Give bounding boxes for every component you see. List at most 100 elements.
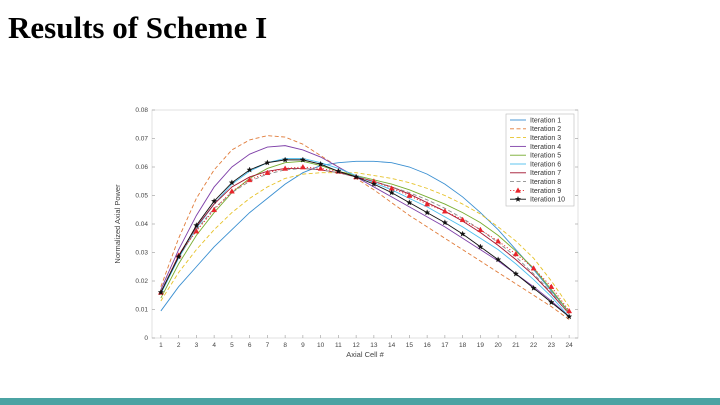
series-line	[160, 159, 570, 317]
star-marker	[388, 189, 395, 196]
star-marker	[406, 199, 413, 206]
series-line	[160, 135, 570, 320]
y-tick-label: 0.01	[135, 307, 148, 314]
legend-entry: Iteration 7	[530, 170, 561, 177]
x-tick-label: 1	[159, 342, 163, 349]
y-tick-label: 0	[144, 335, 148, 342]
star-marker	[441, 219, 448, 226]
triangle-marker	[317, 165, 324, 171]
triangle-marker	[459, 216, 466, 223]
x-tick-label: 21	[512, 342, 520, 349]
legend: Iteration 1 Iteration 2 Iteration 3 Iterati…	[505, 113, 575, 207]
triangle-marker	[211, 206, 218, 213]
x-tick-label: 9	[301, 342, 305, 349]
triangle-marker	[406, 192, 413, 198]
x-tick-label: 11	[335, 342, 342, 349]
series-line	[160, 172, 570, 307]
triangle-marker	[246, 176, 253, 183]
x-tick-label: 4	[212, 342, 216, 349]
y-tick-label: 0.04	[135, 221, 148, 228]
triangle-marker	[282, 165, 289, 171]
legend-entry: Iteration 8	[530, 179, 561, 186]
triangle-marker	[441, 208, 448, 214]
legend-entry: Iteration 9	[530, 188, 561, 195]
x-tick-label: 24	[566, 342, 574, 349]
triangle-marker	[193, 228, 200, 234]
x-tick-label: 19	[477, 342, 485, 349]
legend-entry: Iteration 4	[530, 144, 561, 151]
star-marker	[424, 209, 431, 216]
triangle-marker	[477, 226, 484, 232]
series-line	[160, 145, 570, 317]
x-tick-label: 2	[177, 342, 181, 349]
x-tick-label: 23	[548, 342, 556, 349]
x-axis-label: Axial Cell #	[346, 350, 384, 359]
x-tick-label: 12	[353, 342, 361, 349]
triangle-marker	[566, 307, 573, 314]
axial-power-chart: 00.010.020.030.040.050.060.070.081 2 3 4 5 6 7…	[113, 107, 579, 359]
star-marker	[211, 197, 218, 204]
x-tick-label: 13	[370, 342, 378, 349]
star-marker	[353, 173, 360, 180]
star-marker	[317, 160, 324, 167]
star-marker	[566, 313, 573, 320]
series-line	[160, 160, 570, 313]
legend-entry: Iteration 3	[530, 135, 561, 142]
y-tick-label: 0.06	[135, 164, 148, 171]
y-tick-label: 0.05	[135, 193, 148, 200]
star-marker	[299, 156, 306, 163]
slide-title: Results of Scheme I	[8, 10, 268, 45]
star-marker	[370, 180, 377, 187]
triangle-marker	[264, 169, 271, 175]
x-tick-label: 5	[230, 342, 234, 349]
star-marker	[512, 270, 519, 277]
star-marker	[459, 230, 466, 237]
series-10	[157, 156, 573, 320]
x-tick-label: 10	[317, 342, 325, 349]
series-1	[160, 160, 570, 313]
star-marker	[282, 156, 289, 163]
star-marker	[264, 159, 271, 166]
star-marker	[477, 243, 484, 250]
x-tick-label: 16	[424, 342, 432, 349]
x-tick-label: 17	[441, 342, 449, 349]
axes: 00.010.020.030.040.050.060.070.081 2 3 4 5 6 7…	[135, 107, 579, 349]
x-tick-label: 6	[248, 342, 252, 349]
triangle-marker	[530, 265, 537, 271]
star-marker	[335, 168, 342, 174]
triangle-marker	[424, 201, 431, 207]
star-marker	[514, 195, 522, 202]
star-marker	[175, 253, 182, 260]
star-marker	[548, 299, 555, 305]
x-tick-label: 14	[388, 342, 396, 349]
y-tick-label: 0.08	[135, 107, 148, 114]
triangle-marker	[548, 283, 555, 289]
triangle-marker	[299, 163, 306, 170]
legend-entry: Iteration 10	[530, 197, 565, 204]
x-tick-label: 20	[495, 342, 503, 349]
series-5	[160, 160, 570, 313]
x-tick-label: 8	[283, 342, 287, 349]
series-2	[160, 135, 570, 320]
legend-entry: Iteration 5	[530, 153, 561, 160]
x-tick-label: 7	[266, 342, 270, 349]
star-marker	[193, 222, 200, 229]
triangle-marker	[228, 188, 235, 194]
x-tick-label: 15	[406, 342, 414, 349]
legend-entry: Iteration 1	[530, 117, 561, 124]
series-4	[160, 145, 570, 317]
x-tick-label: 3	[195, 342, 199, 349]
y-tick-label: 0.02	[135, 278, 148, 285]
series-lines	[157, 135, 573, 320]
x-tick-label: 18	[459, 342, 467, 349]
y-axis-label: Normalized Axial Power	[113, 184, 122, 264]
y-tick-label: 0.03	[135, 250, 148, 257]
x-tick-label: 22	[530, 342, 538, 349]
series-line	[160, 167, 570, 315]
legend-entry: Iteration 6	[530, 161, 561, 168]
star-marker	[495, 256, 502, 263]
star-marker	[246, 166, 253, 173]
star-marker	[228, 179, 235, 186]
series-3	[160, 172, 570, 307]
star-marker	[157, 289, 164, 296]
